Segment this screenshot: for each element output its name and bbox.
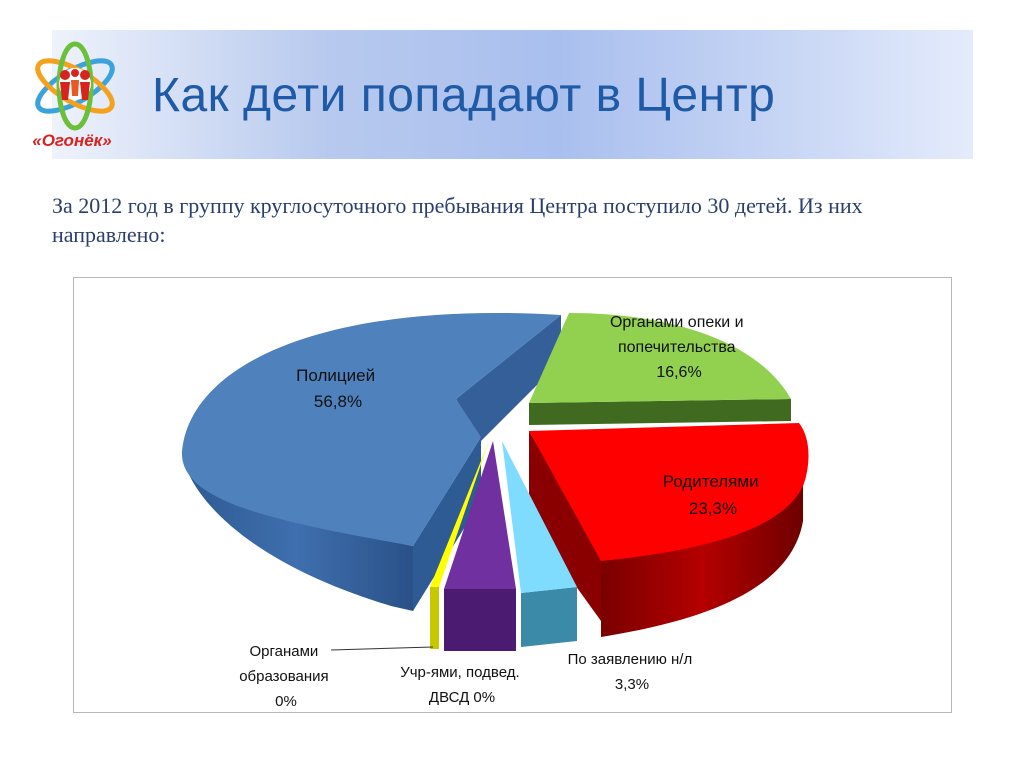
slice-police	[181, 312, 561, 611]
ogonek-logo-icon	[20, 34, 130, 154]
slice-institutions	[444, 441, 516, 651]
slice-parents	[529, 423, 809, 637]
label-police: Полицией 56,8%	[296, 366, 380, 411]
slide-title: Как дети попадают в Центр	[152, 69, 776, 122]
title-band	[52, 30, 973, 159]
label-guardianship: Органами опеки и попечительства 16,6%	[610, 314, 748, 381]
label-parents: Родителями 23,3%	[663, 472, 764, 518]
intro-text: За 2012 год в группу круглосуточного пре…	[52, 193, 863, 247]
pie-chart: Полицией 56,8% Органами опеки и попечите…	[181, 312, 809, 710]
slice-guardianship	[529, 313, 791, 425]
chart-frame: Полицией 56,8% Органами опеки и попечите…	[73, 277, 952, 713]
label-minor-request: По заявлению н/л 3,3%	[568, 651, 697, 693]
logo-caption: «Огонёк»	[32, 131, 112, 150]
slice-minor-request	[502, 441, 577, 647]
label-institutions: Учр-ями, подвед. ДВСД 0%	[400, 664, 524, 706]
leader-line-education	[330, 646, 434, 651]
slice-education	[430, 441, 489, 649]
label-education: Органами образования 0%	[239, 643, 333, 710]
